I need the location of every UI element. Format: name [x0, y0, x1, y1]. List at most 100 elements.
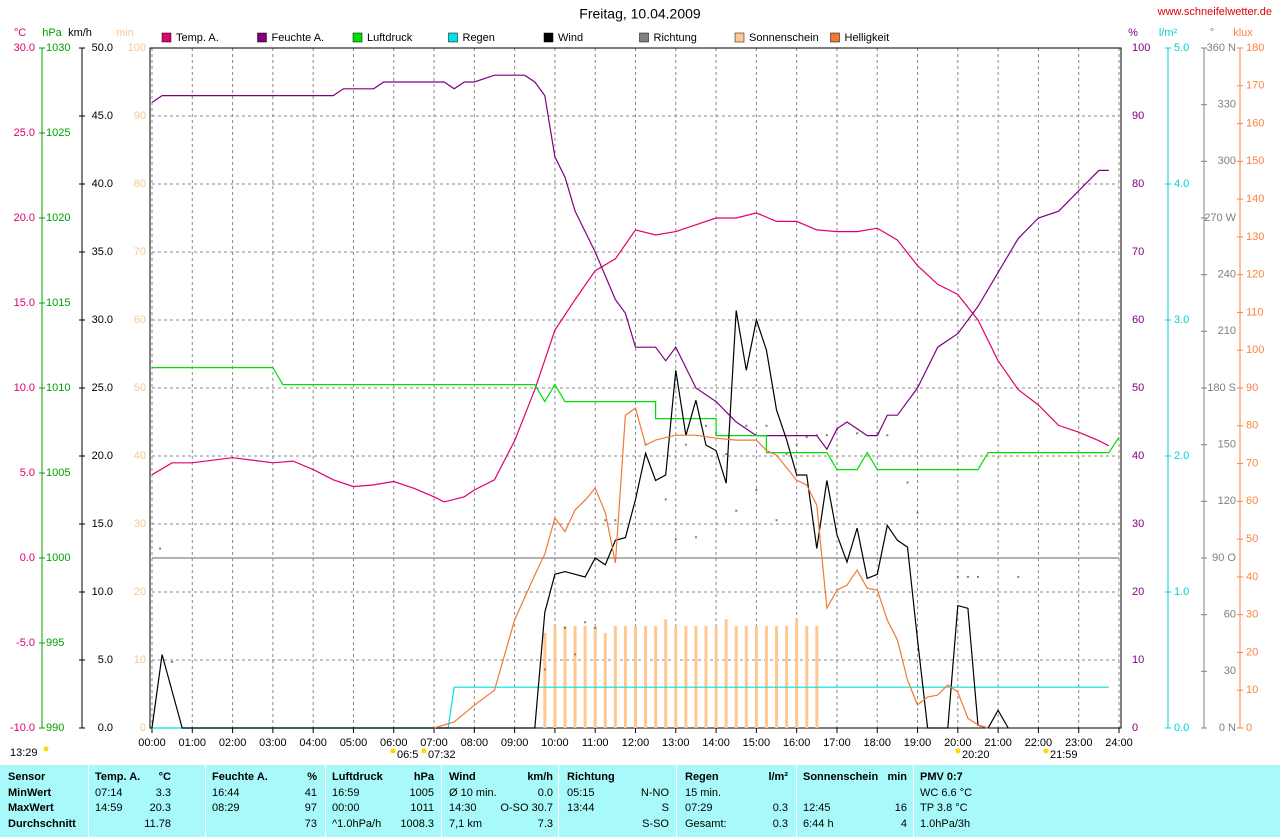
direction-dot	[664, 498, 667, 501]
y-tick-label: 180 S	[1207, 382, 1236, 394]
sunshine-bar	[764, 626, 768, 728]
axis-unit: klux	[1233, 27, 1253, 39]
legend-label: Richtung	[654, 32, 697, 44]
direction-dot	[755, 489, 758, 491]
y-tick-label: 120	[1246, 269, 1264, 281]
y-tick-label: 270 W	[1204, 212, 1236, 224]
y-tick-label: 20.0	[14, 212, 35, 224]
x-tick-label: 11:00	[582, 737, 609, 749]
y-tick-label: 120	[1218, 495, 1236, 507]
direction-dot	[574, 653, 577, 656]
y-tick-label: 15.0	[14, 297, 35, 309]
table-cell: MinWert	[8, 787, 52, 799]
sunshine-bar	[613, 626, 617, 728]
sun-marker	[43, 746, 49, 752]
table-cell: min	[887, 771, 907, 783]
x-tick-label: 01:00	[179, 737, 207, 749]
direction-dot	[825, 434, 828, 437]
table-cell: Sonnenschein	[803, 771, 879, 783]
x-tick-label: 02:00	[219, 737, 247, 749]
sunshine-bar	[583, 626, 587, 728]
table-cell: Feuchte A.	[212, 771, 268, 783]
y-tick-label: 3.0	[1174, 314, 1189, 326]
y-tick-label: 0 N	[1219, 722, 1236, 734]
direction-dot	[956, 575, 959, 578]
legend-label: Wind	[558, 32, 583, 44]
y-tick-label: 60	[134, 314, 146, 326]
legend-swatch	[543, 32, 554, 43]
y-tick-label: 1020	[46, 212, 70, 224]
direction-dot	[906, 481, 909, 484]
direction-dot	[171, 660, 174, 663]
table-cell: 41	[304, 787, 317, 799]
y-tick-label: 2.0	[1174, 450, 1189, 462]
direction-dot	[805, 436, 808, 439]
sunshine-bar	[634, 626, 637, 728]
y-tick-label: 35.0	[92, 246, 113, 258]
table-cell: 05:15	[567, 787, 595, 799]
table-cell: N-NO	[640, 787, 669, 799]
y-tick-label: 0.0	[20, 552, 35, 564]
y-tick-label: 140	[1246, 193, 1264, 205]
y-tick-label: 0	[140, 722, 146, 734]
direction-dot	[604, 519, 607, 522]
x-tick-label: 17:00	[823, 737, 851, 749]
y-tick-label: 30	[1246, 609, 1258, 621]
table-cell: 7,1 km	[449, 818, 483, 830]
y-tick-label: 40	[1132, 450, 1144, 462]
series-line	[152, 686, 1109, 729]
sunshine-bar	[785, 626, 789, 728]
y-tick-label: 160	[1246, 117, 1264, 129]
direction-dot	[694, 536, 697, 539]
table-cell: 73	[304, 818, 317, 830]
table-cell: TP 3.8 °C	[920, 802, 968, 814]
table-cell: 14:30	[449, 802, 477, 814]
axis-unit: °C	[14, 27, 26, 39]
sunshine-bar	[573, 626, 577, 728]
direction-dot	[765, 424, 768, 427]
x-tick-label: 18:00	[863, 737, 891, 749]
axis-unit: °	[1210, 27, 1214, 39]
x-tick-label: 04:00	[299, 737, 327, 749]
axis-unit: km/h	[68, 27, 92, 39]
sunshine-bar	[805, 626, 809, 728]
direction-dot	[876, 432, 879, 435]
sunshine-bar	[714, 626, 718, 728]
x-tick-label: 24:00	[1105, 737, 1133, 749]
x-tick-label: 08:00	[461, 737, 489, 749]
sunshine-bar	[603, 632, 607, 728]
y-tick-label: 990	[46, 722, 64, 734]
table-cell: °C	[158, 771, 171, 783]
sunshine-bar	[754, 626, 758, 728]
table-cell: O-SO 30.7	[500, 802, 553, 814]
sun-marker	[421, 748, 427, 754]
table-cell: 0.0	[537, 787, 553, 799]
legend-swatch	[352, 32, 363, 43]
direction-dot	[795, 443, 798, 446]
annotation: 21:59	[1050, 749, 1078, 761]
direction-dot	[614, 519, 617, 522]
y-tick-label: 5.0	[98, 654, 113, 666]
x-tick-label: 03:00	[259, 737, 287, 749]
y-tick-label: 80	[1246, 420, 1258, 432]
table-cell: Richtung	[567, 771, 615, 783]
column-separator	[325, 765, 326, 837]
legend-swatch	[161, 32, 172, 43]
y-tick-label: 10	[134, 654, 146, 666]
y-tick-label: 30.0	[92, 314, 113, 326]
y-tick-label: 60	[1224, 609, 1236, 621]
x-tick-label: 05:00	[340, 737, 368, 749]
x-tick-label: 09:00	[501, 737, 529, 749]
y-tick-label: 1030	[46, 42, 70, 54]
table-cell: 6:44 h	[803, 818, 834, 830]
series-line	[151, 74, 1109, 451]
sunshine-bar	[724, 619, 728, 728]
column-separator	[676, 765, 677, 837]
table-cell: Luftdruck	[332, 771, 383, 783]
column-separator	[205, 765, 206, 837]
chart-title: Freitag, 10.04.2009	[579, 6, 701, 22]
y-tick-label: 50	[1246, 533, 1258, 545]
y-tick-label: 25.0	[92, 382, 113, 394]
table-cell: Gesamt:	[685, 818, 727, 830]
y-tick-label: 70	[134, 246, 146, 258]
